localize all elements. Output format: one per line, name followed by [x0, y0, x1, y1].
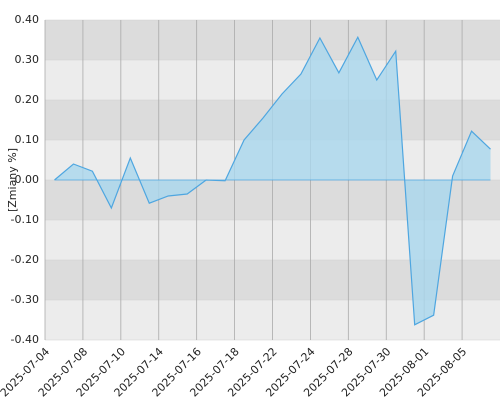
y-tick-label: 0.00 [15, 173, 40, 186]
y-tick-label: -0.30 [11, 293, 39, 306]
y-tick-label: -0.40 [11, 333, 39, 346]
y-axis-label: [Zmiany %] [6, 148, 19, 212]
y-tick-label: -0.20 [11, 253, 39, 266]
y-tick-label: 0.30 [15, 53, 40, 66]
y-tick-label: 0.40 [15, 13, 40, 26]
line [54, 35, 491, 326]
y-tick-label: 0.10 [15, 133, 40, 146]
y-tick-label: 0.20 [15, 93, 40, 106]
y-tick-label: -0.10 [11, 213, 39, 226]
area [54, 37, 491, 325]
